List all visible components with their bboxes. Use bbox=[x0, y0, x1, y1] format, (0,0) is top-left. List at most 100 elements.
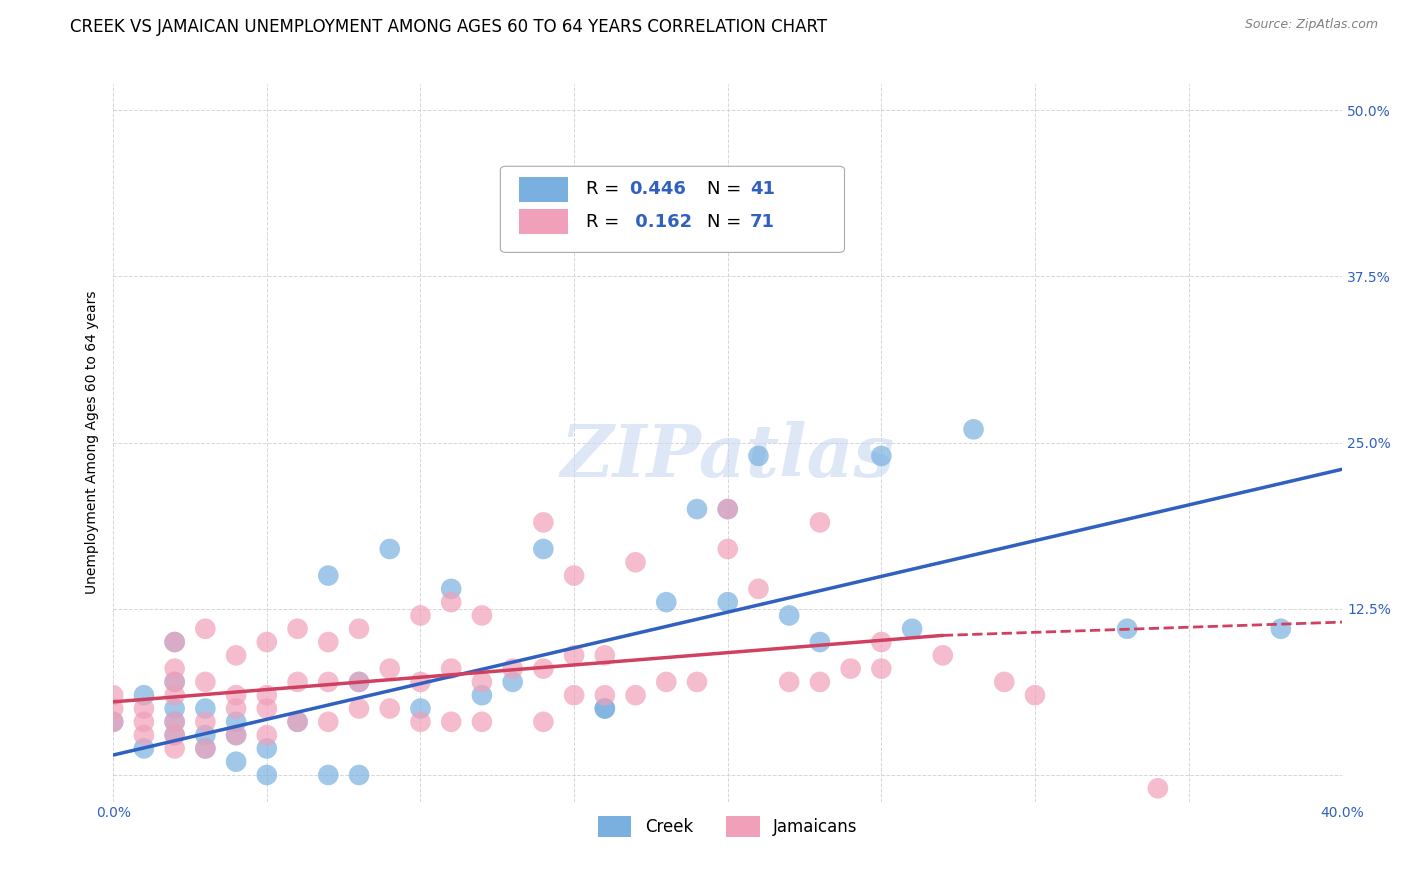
Point bbox=[624, 688, 647, 702]
Point bbox=[717, 541, 740, 556]
FancyBboxPatch shape bbox=[519, 177, 568, 202]
Point bbox=[194, 728, 217, 742]
Point bbox=[163, 741, 186, 756]
Text: Source: ZipAtlas.com: Source: ZipAtlas.com bbox=[1244, 18, 1378, 31]
Text: 41: 41 bbox=[749, 180, 775, 198]
Point bbox=[870, 662, 893, 676]
Point bbox=[225, 648, 247, 663]
Point bbox=[225, 714, 247, 729]
Point bbox=[778, 608, 800, 623]
Point bbox=[409, 714, 432, 729]
Point bbox=[163, 635, 186, 649]
Point bbox=[347, 768, 370, 782]
FancyBboxPatch shape bbox=[501, 166, 845, 252]
Point bbox=[103, 688, 125, 702]
Point bbox=[194, 622, 217, 636]
Y-axis label: Unemployment Among Ages 60 to 64 years: Unemployment Among Ages 60 to 64 years bbox=[86, 291, 100, 594]
Point bbox=[316, 768, 339, 782]
Point bbox=[132, 714, 155, 729]
Point bbox=[256, 741, 278, 756]
Point bbox=[378, 541, 401, 556]
Point bbox=[839, 662, 862, 676]
Point bbox=[347, 622, 370, 636]
Point bbox=[194, 741, 217, 756]
Point bbox=[562, 568, 585, 582]
Point bbox=[1270, 622, 1292, 636]
Point bbox=[103, 714, 125, 729]
Point bbox=[287, 714, 309, 729]
Point bbox=[163, 728, 186, 742]
Point bbox=[870, 635, 893, 649]
Point bbox=[225, 701, 247, 715]
Point bbox=[256, 701, 278, 715]
Point bbox=[440, 582, 463, 596]
Point bbox=[717, 502, 740, 516]
Point bbox=[132, 688, 155, 702]
Point bbox=[440, 595, 463, 609]
Point bbox=[225, 755, 247, 769]
Point bbox=[593, 648, 616, 663]
Point bbox=[163, 674, 186, 689]
Point bbox=[901, 622, 924, 636]
Point bbox=[502, 662, 524, 676]
Point bbox=[717, 502, 740, 516]
Point bbox=[502, 674, 524, 689]
Text: CREEK VS JAMAICAN UNEMPLOYMENT AMONG AGES 60 TO 64 YEARS CORRELATION CHART: CREEK VS JAMAICAN UNEMPLOYMENT AMONG AGE… bbox=[70, 18, 827, 36]
Point bbox=[531, 516, 554, 530]
Point bbox=[378, 662, 401, 676]
Point bbox=[440, 662, 463, 676]
Point bbox=[316, 568, 339, 582]
Point bbox=[962, 422, 984, 436]
Point bbox=[717, 595, 740, 609]
Point bbox=[256, 688, 278, 702]
Point bbox=[316, 674, 339, 689]
Point bbox=[870, 449, 893, 463]
Point bbox=[347, 674, 370, 689]
Point bbox=[132, 728, 155, 742]
Point bbox=[103, 701, 125, 715]
Text: R =: R = bbox=[586, 212, 626, 230]
Point bbox=[194, 701, 217, 715]
Point bbox=[440, 714, 463, 729]
Point bbox=[778, 674, 800, 689]
Point bbox=[808, 674, 831, 689]
Point bbox=[347, 674, 370, 689]
Point bbox=[163, 674, 186, 689]
Point bbox=[194, 674, 217, 689]
Point bbox=[747, 582, 769, 596]
Point bbox=[256, 635, 278, 649]
Point bbox=[103, 714, 125, 729]
Point bbox=[256, 728, 278, 742]
Point bbox=[287, 674, 309, 689]
FancyBboxPatch shape bbox=[519, 210, 568, 235]
Text: N =: N = bbox=[707, 212, 747, 230]
Point bbox=[932, 648, 955, 663]
Point bbox=[225, 728, 247, 742]
Point bbox=[562, 648, 585, 663]
Point bbox=[471, 674, 494, 689]
Point bbox=[747, 449, 769, 463]
Point bbox=[471, 688, 494, 702]
Point bbox=[1147, 781, 1170, 796]
Point bbox=[163, 714, 186, 729]
Point bbox=[225, 688, 247, 702]
Point bbox=[163, 714, 186, 729]
Point bbox=[378, 701, 401, 715]
Point bbox=[409, 701, 432, 715]
Text: 0.162: 0.162 bbox=[630, 212, 693, 230]
Text: 71: 71 bbox=[749, 212, 775, 230]
Point bbox=[531, 714, 554, 729]
Point bbox=[287, 714, 309, 729]
Point bbox=[163, 701, 186, 715]
Point bbox=[132, 741, 155, 756]
Point bbox=[1116, 622, 1139, 636]
Point bbox=[287, 622, 309, 636]
Text: N =: N = bbox=[707, 180, 747, 198]
Point bbox=[624, 555, 647, 569]
Point bbox=[225, 728, 247, 742]
Point bbox=[531, 662, 554, 676]
Point bbox=[686, 502, 709, 516]
Point bbox=[471, 608, 494, 623]
Legend: Creek, Jamaicans: Creek, Jamaicans bbox=[592, 810, 865, 844]
Point bbox=[316, 714, 339, 729]
